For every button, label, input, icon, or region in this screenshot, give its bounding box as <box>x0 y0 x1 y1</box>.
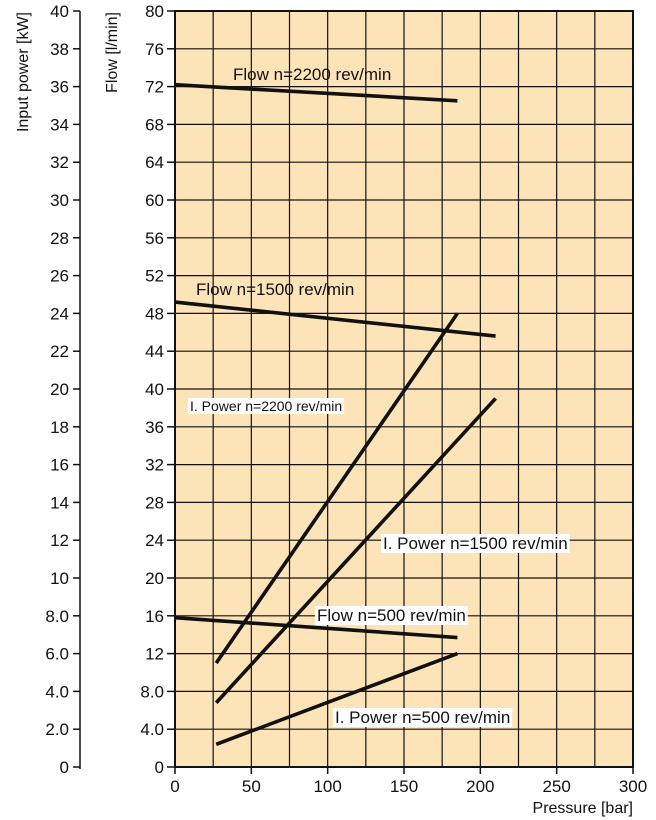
x-tick-label: 200 <box>466 777 494 796</box>
x-tick-label: 300 <box>619 777 647 796</box>
series-label-3: I. Power n=2200 rev/min <box>188 398 345 414</box>
flow-tick-label: 40 <box>145 380 164 399</box>
series-label-text: Flow n=1500 rev/min <box>196 280 354 299</box>
power-tick-label: 14 <box>50 493 69 512</box>
flow-tick-label: 32 <box>145 456 164 475</box>
flow-tick-label: 0 <box>155 758 164 777</box>
power-axis-title: Input power [kW] <box>15 12 32 132</box>
power-tick-label: 4.0 <box>45 682 69 701</box>
x-tick-label: 150 <box>390 777 418 796</box>
flow-tick-label: 36 <box>145 418 164 437</box>
series-label-background <box>315 606 468 625</box>
power-tick-label: 38 <box>50 40 69 59</box>
power-tick-label: 6.0 <box>45 645 69 664</box>
power-tick-label: 34 <box>50 115 69 134</box>
x-tick-label: 0 <box>170 777 179 796</box>
flow-tick-label: 48 <box>145 304 164 323</box>
series-label-background <box>333 708 513 727</box>
flow-tick-label: 20 <box>145 569 164 588</box>
series-line-0 <box>174 82 458 103</box>
series-label-background <box>188 398 345 414</box>
series-label-text: I. Power n=500 rev/min <box>335 708 510 727</box>
power-tick-label: 0 <box>60 758 69 777</box>
power-tick-label: 32 <box>50 153 69 172</box>
series-line-4 <box>214 397 497 704</box>
power-tick-label: 20 <box>50 380 69 399</box>
power-tick-label: 40 <box>50 2 69 21</box>
flow-tick-label: 16 <box>145 607 164 626</box>
power-tick-label: 16 <box>50 456 69 475</box>
x-tick-label: 250 <box>542 777 570 796</box>
series-label-0: Flow n=2200 rev/min <box>233 65 391 84</box>
series-label-text: I. Power n=1500 rev/min <box>383 534 568 553</box>
power-tick-label: 12 <box>50 531 69 550</box>
x-tick-label: 100 <box>313 777 341 796</box>
flow-tick-label: 72 <box>145 78 164 97</box>
flow-tick-label: 56 <box>145 229 164 248</box>
flow-tick-label: 12 <box>145 645 164 664</box>
series-label-text: I. Power n=2200 rev/min <box>190 398 342 414</box>
series-lines <box>174 82 497 747</box>
series-label-1: Flow n=1500 rev/min <box>196 280 354 299</box>
series-label-2: Flow n=500 rev/min <box>315 606 468 625</box>
power-tick-label: 26 <box>50 267 69 286</box>
power-tick-label: 30 <box>50 191 69 210</box>
flow-tick-label: 60 <box>145 191 164 210</box>
series-line-1 <box>174 300 496 338</box>
series-labels: Flow n=2200 rev/min Flow n=1500 rev/min Fl… <box>188 65 570 727</box>
flow-tick-label: 68 <box>145 115 164 134</box>
power-tick-label: 8.0 <box>45 607 69 626</box>
power-tick-label: 18 <box>50 418 69 437</box>
series-line-2 <box>174 615 458 640</box>
flow-tick-label: 4.0 <box>140 720 164 739</box>
power-tick-label: 28 <box>50 229 69 248</box>
flow-tick-label: 52 <box>145 267 164 286</box>
axes: 0 50 100 150 200 250 30004.08.0121620242832364… <box>15 2 647 817</box>
power-tick-label: 22 <box>50 342 69 361</box>
power-tick-label: 2.0 <box>45 720 69 739</box>
series-label-text: Flow n=500 rev/min <box>317 606 466 625</box>
flow-tick-label: 44 <box>145 342 164 361</box>
series-line-3 <box>214 312 459 665</box>
series-label-text: Flow n=2200 rev/min <box>233 65 391 84</box>
series-label-5: I. Power n=500 rev/min <box>333 708 513 727</box>
series-line-5 <box>215 651 459 747</box>
flow-tick-label: 80 <box>145 2 164 21</box>
x-axis-title: Pressure [bar] <box>533 800 633 817</box>
series-label-background <box>381 534 570 553</box>
flow-tick-label: 76 <box>145 40 164 59</box>
x-tick-label: 50 <box>242 777 261 796</box>
flow-tick-label: 8.0 <box>140 682 164 701</box>
flow-tick-label: 28 <box>145 493 164 512</box>
power-tick-label: 36 <box>50 78 69 97</box>
power-tick-label: 10 <box>50 569 69 588</box>
series-label-4: I. Power n=1500 rev/min <box>381 534 570 553</box>
flow-tick-label: 64 <box>145 153 164 172</box>
flow-axis-title: Flow [l/min] <box>104 12 121 93</box>
power-tick-label: 24 <box>50 304 69 323</box>
flow-tick-label: 24 <box>145 531 164 550</box>
